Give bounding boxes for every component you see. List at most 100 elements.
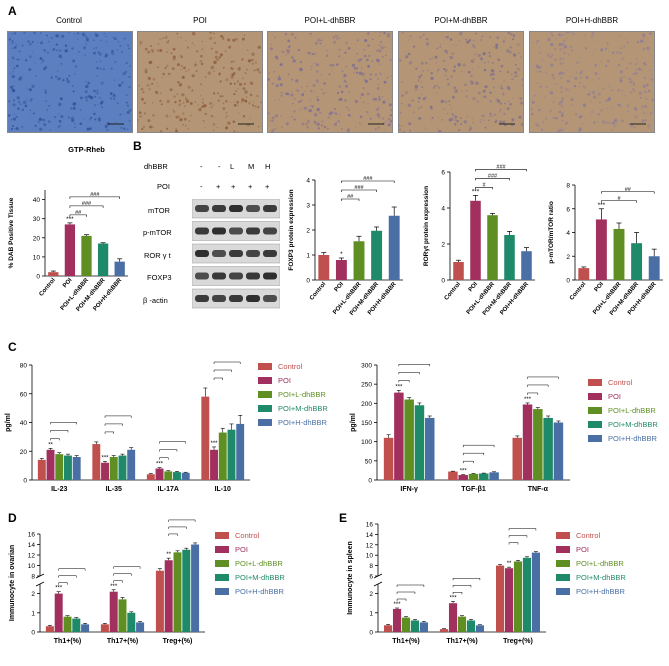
micrograph-cell bbox=[224, 50, 227, 52]
micrograph-cell bbox=[306, 85, 309, 88]
micrograph-cell bbox=[210, 106, 213, 109]
micrograph-cell bbox=[164, 66, 167, 70]
bar bbox=[335, 260, 347, 280]
micrograph-cell bbox=[177, 115, 180, 119]
micrograph-cell bbox=[209, 102, 213, 105]
micrograph-cell bbox=[316, 52, 318, 54]
micrograph-cell bbox=[86, 44, 88, 46]
micrograph-cell bbox=[47, 41, 50, 43]
micrograph-cell bbox=[646, 112, 648, 115]
micrograph-cell bbox=[407, 39, 409, 41]
bar bbox=[64, 455, 72, 480]
comparison-bracket bbox=[168, 533, 178, 536]
bar bbox=[37, 459, 46, 480]
micrograph-cell bbox=[399, 58, 402, 62]
micrograph-cell bbox=[432, 57, 434, 59]
bar bbox=[164, 471, 173, 480]
micrograph-cell bbox=[256, 68, 260, 72]
micrograph-cell bbox=[336, 37, 338, 40]
micrograph-cell bbox=[619, 76, 623, 80]
significance-star: *** bbox=[395, 384, 403, 390]
micrograph-cell bbox=[319, 42, 322, 45]
micrograph-cell bbox=[291, 78, 293, 81]
micrograph-cell bbox=[600, 48, 604, 52]
micrograph-cell bbox=[584, 47, 587, 50]
micrograph-cell bbox=[606, 59, 610, 63]
micrograph-cell bbox=[474, 46, 476, 49]
micrograph-cell bbox=[455, 44, 457, 46]
x-tick-label: Control bbox=[309, 281, 328, 301]
bar bbox=[479, 473, 489, 480]
micrograph-cell bbox=[366, 58, 369, 62]
micrograph-cell bbox=[89, 127, 92, 130]
micrograph-cell bbox=[30, 98, 33, 101]
micrograph-cell bbox=[160, 103, 163, 106]
blot-band bbox=[229, 227, 243, 235]
blot-poi-v4: + bbox=[265, 182, 270, 191]
y-tick-label: 3 bbox=[306, 203, 310, 210]
micrograph-cell bbox=[76, 38, 79, 40]
micrograph-cell bbox=[594, 72, 598, 75]
micrograph-cell bbox=[611, 108, 614, 110]
comparison-bracket bbox=[58, 582, 68, 585]
micrograph-cell bbox=[128, 86, 131, 88]
micrograph-cell bbox=[113, 79, 116, 81]
legend-swatch bbox=[258, 419, 272, 426]
micrograph-cell bbox=[198, 108, 202, 112]
micrograph-cell bbox=[611, 89, 613, 92]
micrograph-cell bbox=[582, 85, 586, 89]
micrograph-cell bbox=[295, 89, 297, 91]
micrograph-cell bbox=[560, 59, 562, 61]
micrograph-cell bbox=[66, 80, 70, 84]
micrograph-cell bbox=[220, 34, 223, 38]
micrograph-cell bbox=[449, 38, 453, 41]
micrograph-cell bbox=[341, 70, 344, 73]
micrograph-cell bbox=[633, 72, 636, 75]
micrograph-cell bbox=[579, 81, 582, 84]
micrograph-cell bbox=[21, 108, 24, 112]
micrograph-cell bbox=[129, 65, 131, 67]
micro-label-poi-l: POI+L-dhBBR bbox=[304, 16, 356, 25]
micrograph-cell bbox=[536, 82, 539, 85]
micrograph-cell bbox=[566, 32, 570, 34]
micrograph-cell bbox=[166, 64, 169, 67]
micrograph-cell bbox=[639, 96, 642, 99]
micrograph-cell bbox=[34, 62, 36, 64]
micrograph-cell bbox=[326, 49, 328, 52]
micrograph-cell bbox=[640, 69, 643, 71]
legend-label: POI+L-dhBBR bbox=[608, 406, 656, 415]
micrograph-cell bbox=[67, 116, 70, 119]
micrograph-cell bbox=[95, 91, 97, 93]
micrograph-cell bbox=[430, 105, 433, 109]
micrograph-cell bbox=[66, 77, 68, 80]
y-tick-label: 16 bbox=[366, 522, 374, 529]
micrograph-cell bbox=[280, 115, 282, 117]
micrograph-cell bbox=[600, 61, 603, 63]
micrograph-cell bbox=[554, 59, 557, 61]
micrograph-cell bbox=[378, 35, 381, 37]
micrograph-cell bbox=[366, 92, 370, 96]
micrograph-cell bbox=[552, 116, 556, 119]
micrograph-cell bbox=[74, 126, 76, 128]
micrograph-cell bbox=[251, 62, 255, 65]
micrograph-cell bbox=[538, 125, 540, 127]
micrograph-cell bbox=[291, 56, 294, 59]
micrograph-cell bbox=[95, 33, 99, 37]
micrograph-cell bbox=[271, 128, 275, 132]
micrograph-cell bbox=[605, 107, 607, 109]
micrograph-cell bbox=[436, 92, 438, 94]
micrograph-cell bbox=[363, 78, 366, 81]
micrograph-cell bbox=[56, 70, 59, 72]
micrograph-cell bbox=[99, 60, 102, 62]
micrograph-cell bbox=[142, 125, 146, 129]
bar bbox=[54, 593, 63, 632]
micrograph-cell bbox=[9, 72, 11, 75]
micrograph-cell bbox=[148, 87, 151, 91]
micrograph-cell bbox=[470, 127, 473, 130]
micrograph-cell bbox=[254, 105, 257, 108]
micrograph-cell bbox=[489, 100, 492, 103]
micrograph-cell bbox=[99, 97, 101, 99]
micrograph-cell bbox=[608, 50, 610, 52]
bracket-label: ### bbox=[496, 164, 506, 170]
micrograph-cell bbox=[619, 51, 622, 55]
